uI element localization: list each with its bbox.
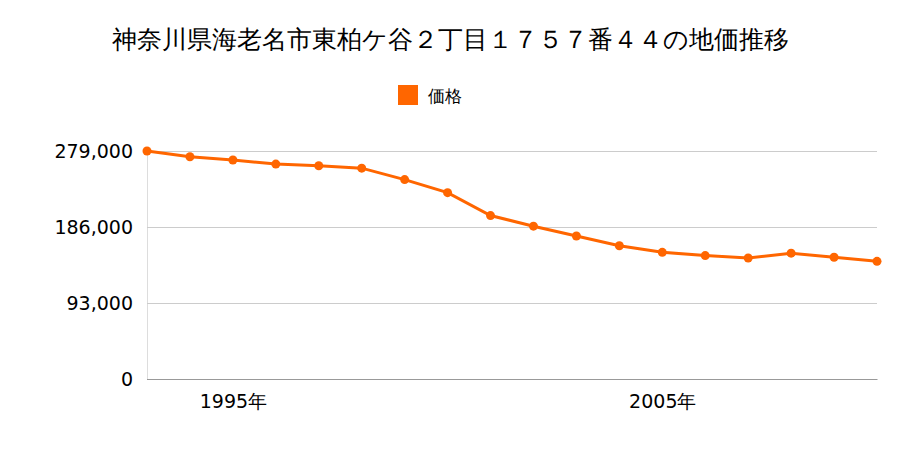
y-tick-label: 93,000 [67, 292, 133, 314]
y-axis: 0 93,000 186,000 279,000 [54, 140, 877, 390]
point [615, 241, 624, 250]
point [443, 188, 452, 197]
y-tick: 0 [121, 368, 877, 390]
x-axis-line [148, 379, 878, 380]
plot-area [143, 147, 882, 266]
point [185, 152, 194, 161]
legend: 価格 [398, 85, 462, 106]
legend-swatch [398, 85, 418, 105]
y-tick-label: 186,000 [54, 216, 133, 238]
point [228, 155, 237, 164]
point [486, 211, 495, 220]
point [271, 160, 280, 169]
chart: 神奈川県海老名市東柏ケ谷２丁目１７５７番４４の地価推移価格 0 93,000 186,… [0, 0, 900, 450]
grid-line [147, 227, 877, 228]
y-tick: 186,000 [54, 216, 877, 238]
point [314, 161, 323, 170]
point [572, 231, 581, 240]
point [658, 248, 667, 257]
point [873, 257, 882, 266]
y-tick: 93,000 [67, 292, 877, 314]
x-tick-label: 1995年 [200, 390, 267, 412]
legend-label: 価格 [428, 86, 462, 106]
point [143, 147, 152, 156]
point [787, 249, 796, 258]
grid-line [147, 379, 877, 380]
grid-line [147, 303, 877, 304]
x-tick-label: 2005年 [629, 390, 696, 412]
point [701, 251, 710, 260]
title: 神奈川県海老名市東柏ケ谷２丁目１７５７番４４の地価推移 [112, 25, 789, 54]
grid-line [147, 151, 877, 152]
point [830, 253, 839, 262]
y-tick: 279,000 [54, 140, 877, 162]
y-tick-label: 0 [121, 368, 133, 390]
point [357, 164, 366, 173]
point [529, 222, 538, 231]
y-tick-label: 279,000 [54, 140, 133, 162]
point [400, 175, 409, 184]
x-tick: 1995年 [200, 379, 267, 412]
y-axis-line [148, 152, 878, 380]
line [147, 151, 877, 261]
x-tick: 2005年 [629, 379, 696, 412]
point [744, 254, 753, 263]
x-axis: 1995年 2005年 [148, 379, 878, 412]
